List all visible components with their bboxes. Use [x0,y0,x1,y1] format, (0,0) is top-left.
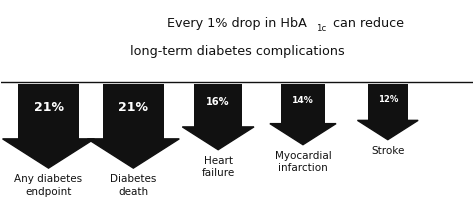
Bar [367,84,408,120]
Polygon shape [270,124,336,145]
Polygon shape [357,120,418,140]
Text: Every 1% drop in HbA: Every 1% drop in HbA [167,17,307,30]
Polygon shape [87,139,179,168]
Text: 21%: 21% [118,101,148,114]
Text: 21%: 21% [34,101,64,114]
Text: 16%: 16% [206,97,230,107]
Text: 1c: 1c [316,24,327,33]
Text: long-term diabetes complications: long-term diabetes complications [129,45,345,58]
Bar [18,84,79,139]
Text: Any diabetes
endpoint: Any diabetes endpoint [14,174,82,197]
Text: Diabetes
death: Diabetes death [110,174,156,197]
Text: Stroke: Stroke [371,146,404,156]
Text: Heart
failure: Heart failure [201,156,235,179]
Text: Myocardial
infarction: Myocardial infarction [274,151,331,173]
Polygon shape [182,127,254,150]
Text: can reduce: can reduce [329,17,404,30]
Bar [103,84,164,139]
Bar [194,84,242,127]
Text: 14%: 14% [292,96,314,105]
Text: 12%: 12% [378,95,398,104]
Polygon shape [2,139,94,168]
Bar [281,84,325,124]
